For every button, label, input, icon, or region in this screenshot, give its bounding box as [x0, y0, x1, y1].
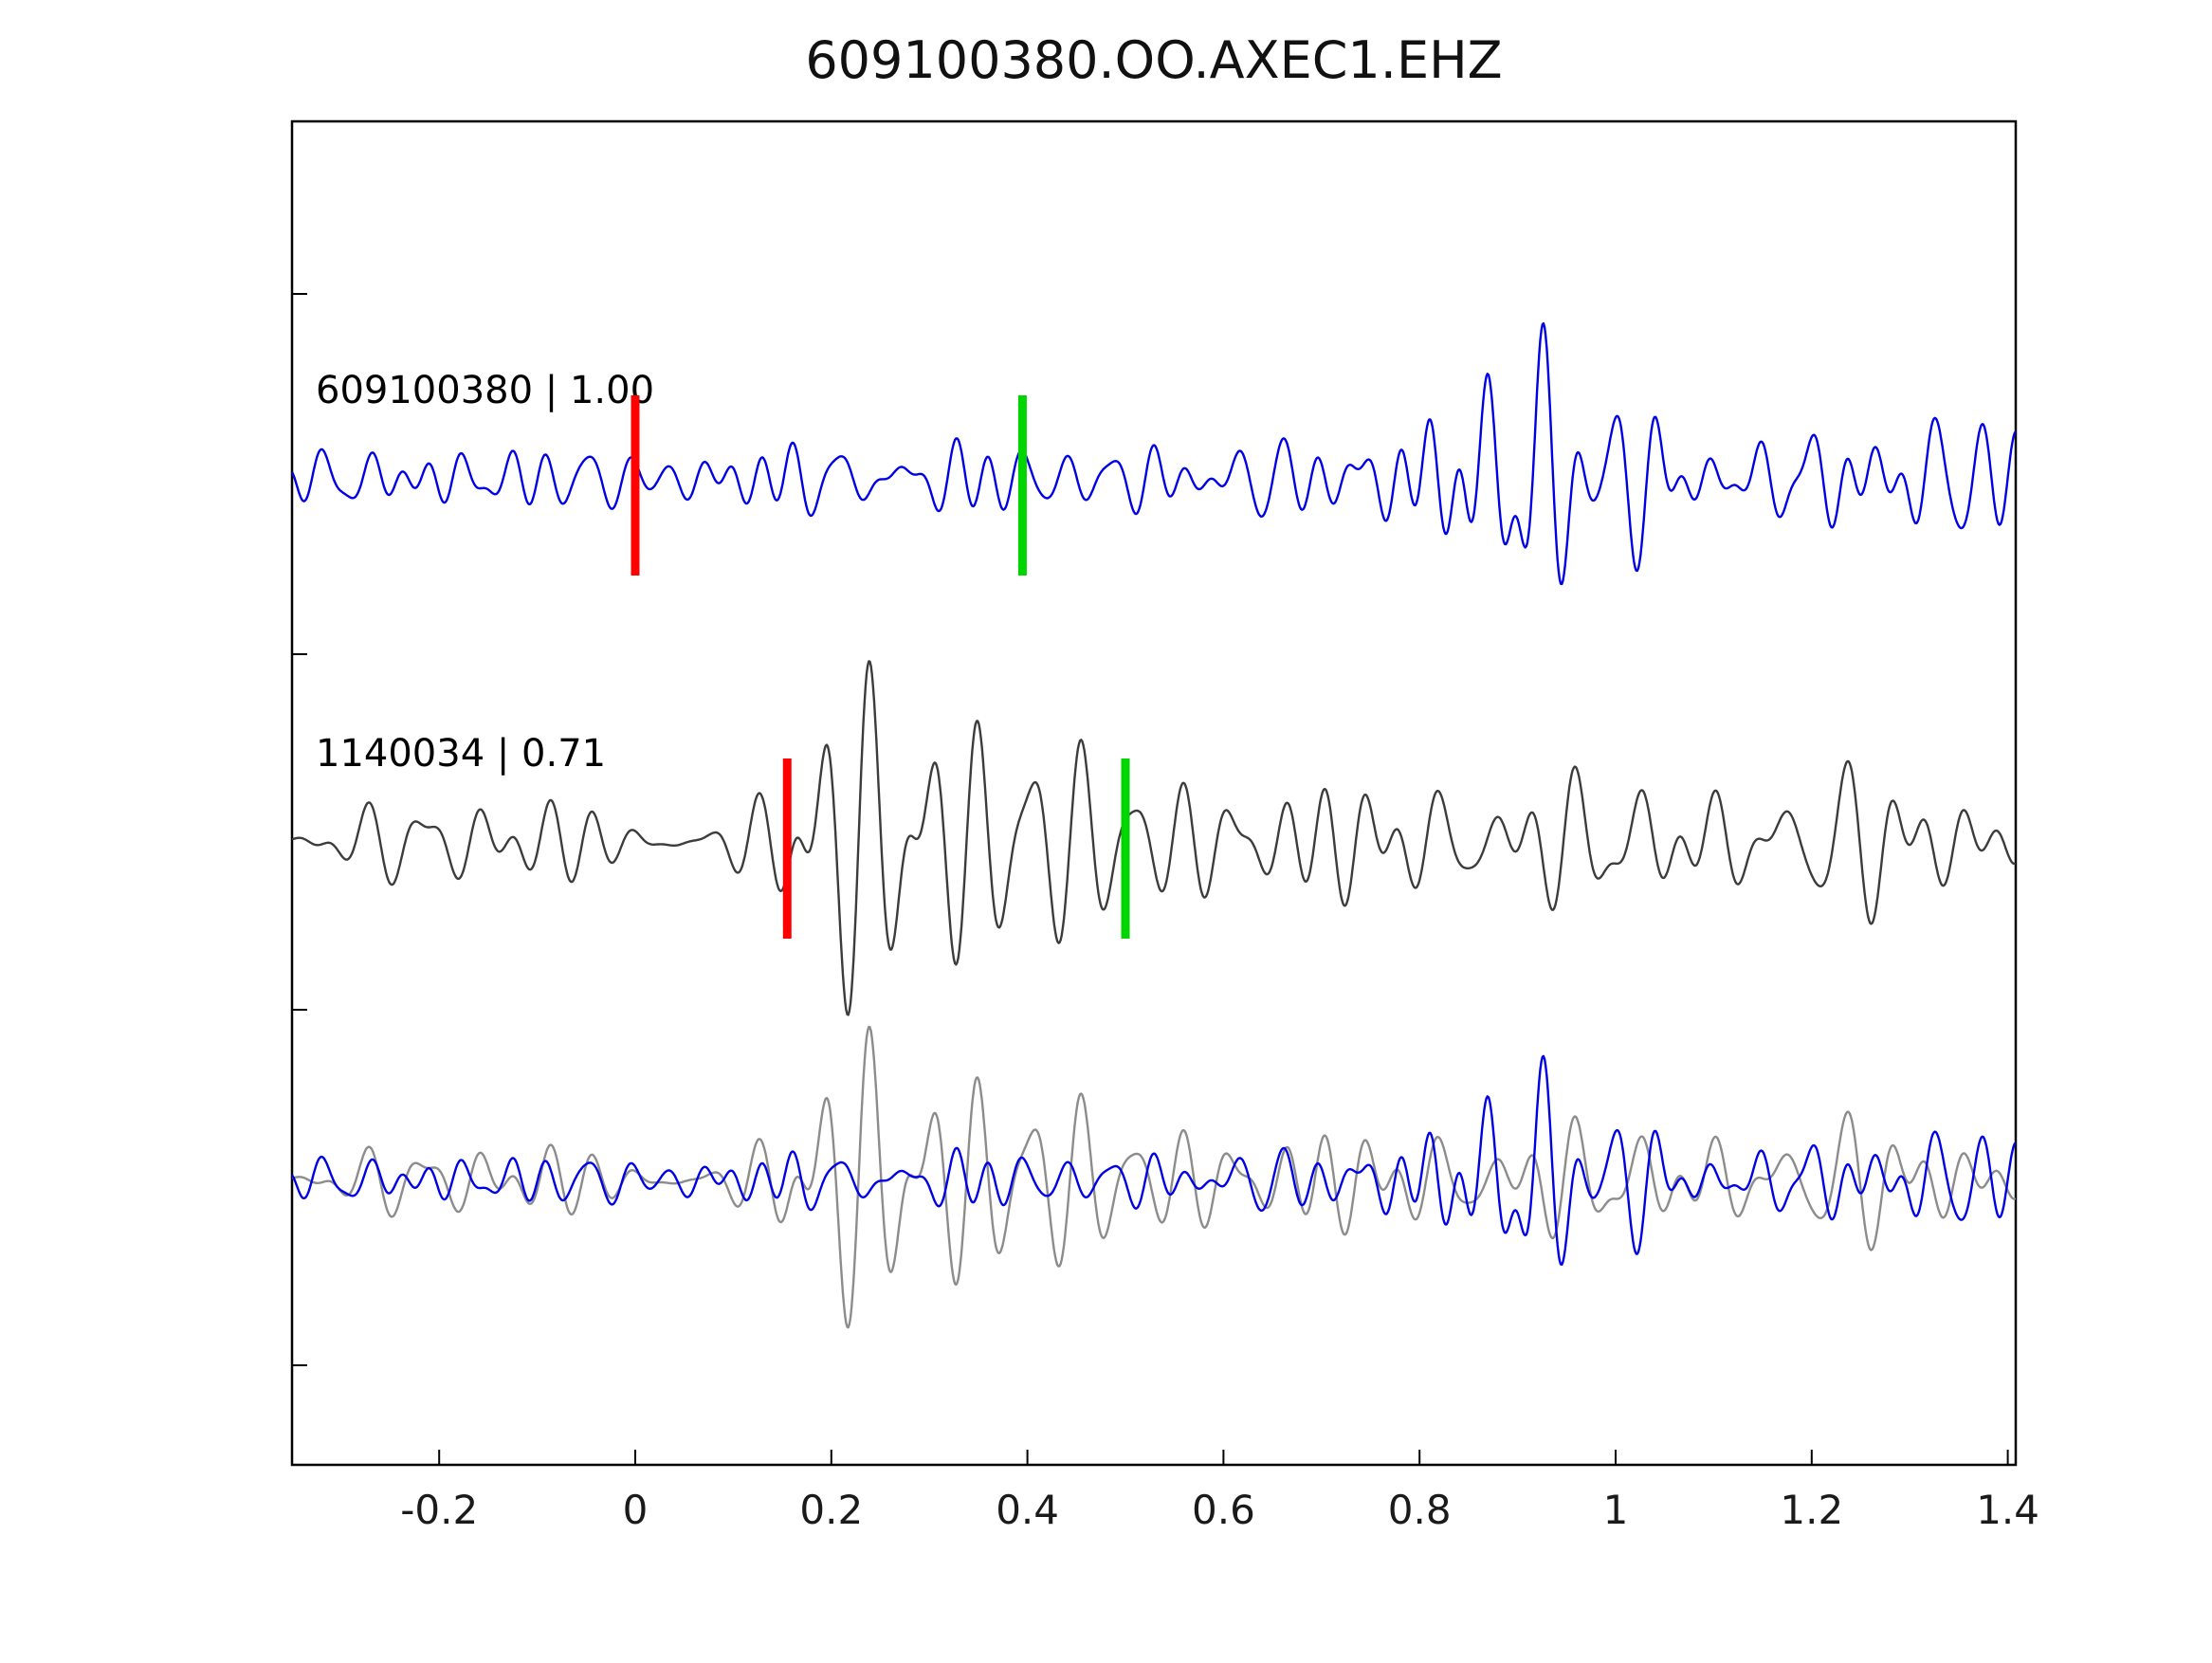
- overlay-trace-1140034: [291, 1025, 2017, 1329]
- x-tick-label: 1.2: [1780, 1487, 1843, 1533]
- figure-title: 609100380.OO.AXEC1.EHZ: [805, 30, 1502, 90]
- trace-609100380: [291, 321, 2017, 586]
- x-tick-label: 1: [1603, 1487, 1629, 1533]
- trace-1140034: [291, 660, 2017, 1016]
- x-tick-label: 0.6: [1192, 1487, 1255, 1533]
- x-tick-label: 0.4: [996, 1487, 1059, 1533]
- axes-box: [290, 119, 2018, 1467]
- x-tick-label: 0.8: [1388, 1487, 1452, 1533]
- overlay-trace-609100380: [291, 1054, 2017, 1267]
- trace-label-1140034: 1140034 | 0.71: [316, 732, 606, 776]
- x-tick-label: 1.4: [1976, 1487, 2039, 1533]
- trace-label-609100380: 609100380 | 1.00: [316, 369, 654, 412]
- x-tick-label: -0.2: [400, 1487, 478, 1533]
- x-tick-label: 0.2: [799, 1487, 863, 1533]
- x-tick-label: 0: [623, 1487, 649, 1533]
- plot-content: -0.2 0 0.2 0.4 0.6 0.8 1 1.2 1.4 609100380 | 1.00…: [290, 119, 2039, 1533]
